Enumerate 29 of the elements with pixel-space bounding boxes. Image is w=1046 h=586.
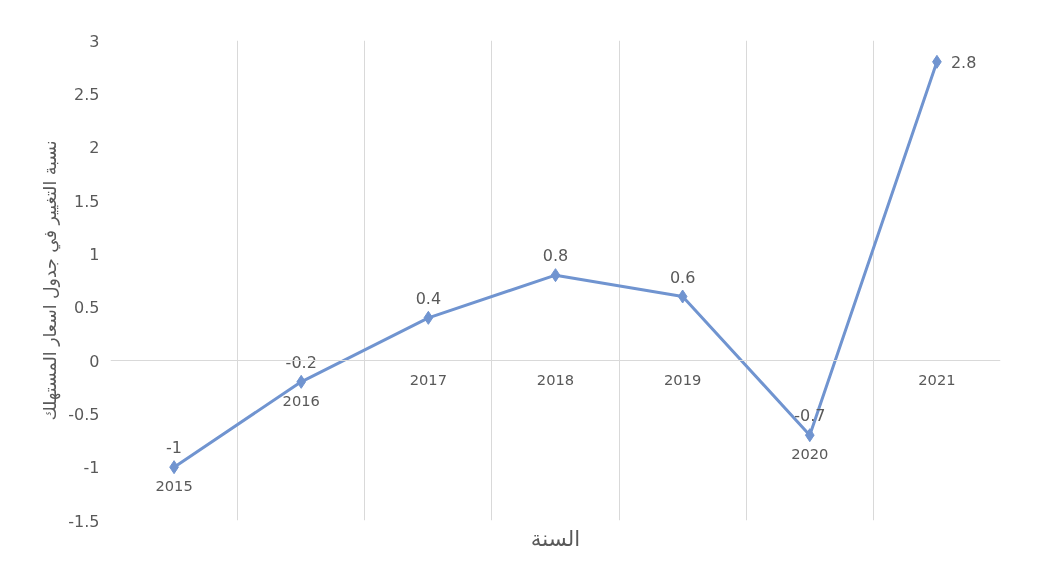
y-tick-label: 0.5 [74,298,100,318]
x-tick-label: 2021 [918,370,956,388]
data-label: -1 [166,438,183,458]
y-tick-label: 1 [89,244,100,264]
x-tick-label: 2016 [282,391,320,409]
point [423,310,434,325]
x-tick-label: 2020 [791,445,829,463]
y-tick-label: 2.5 [74,84,100,104]
point [677,289,688,304]
y-axis-title: نسبة التغيير في جدول اسعار المستهلك [40,140,62,421]
x-tick-label: 2017 [409,370,448,388]
x-tick-label: 2018 [536,370,575,388]
point [550,268,561,283]
x-tick-label: 2019 [663,370,702,388]
x-tick-label: 2015 [155,477,193,495]
point [804,428,815,443]
data-label: 0.6 [669,267,696,287]
y-tick-label: -0.5 [68,404,100,424]
y-tick-label: -1 [83,458,100,478]
data-label: 2.8 [950,52,977,72]
data-label: 0.8 [542,246,569,266]
y-tick-label: 1.5 [74,191,100,211]
y-tick-label: 0 [89,351,100,371]
y-tick-label: 3 [89,31,100,51]
data-label: 0.4 [415,288,442,308]
point [296,374,307,389]
x-axis-title: السنة [530,525,581,551]
y-tick-label: -1.5 [68,511,100,531]
y-tick-label: 2 [89,138,100,158]
